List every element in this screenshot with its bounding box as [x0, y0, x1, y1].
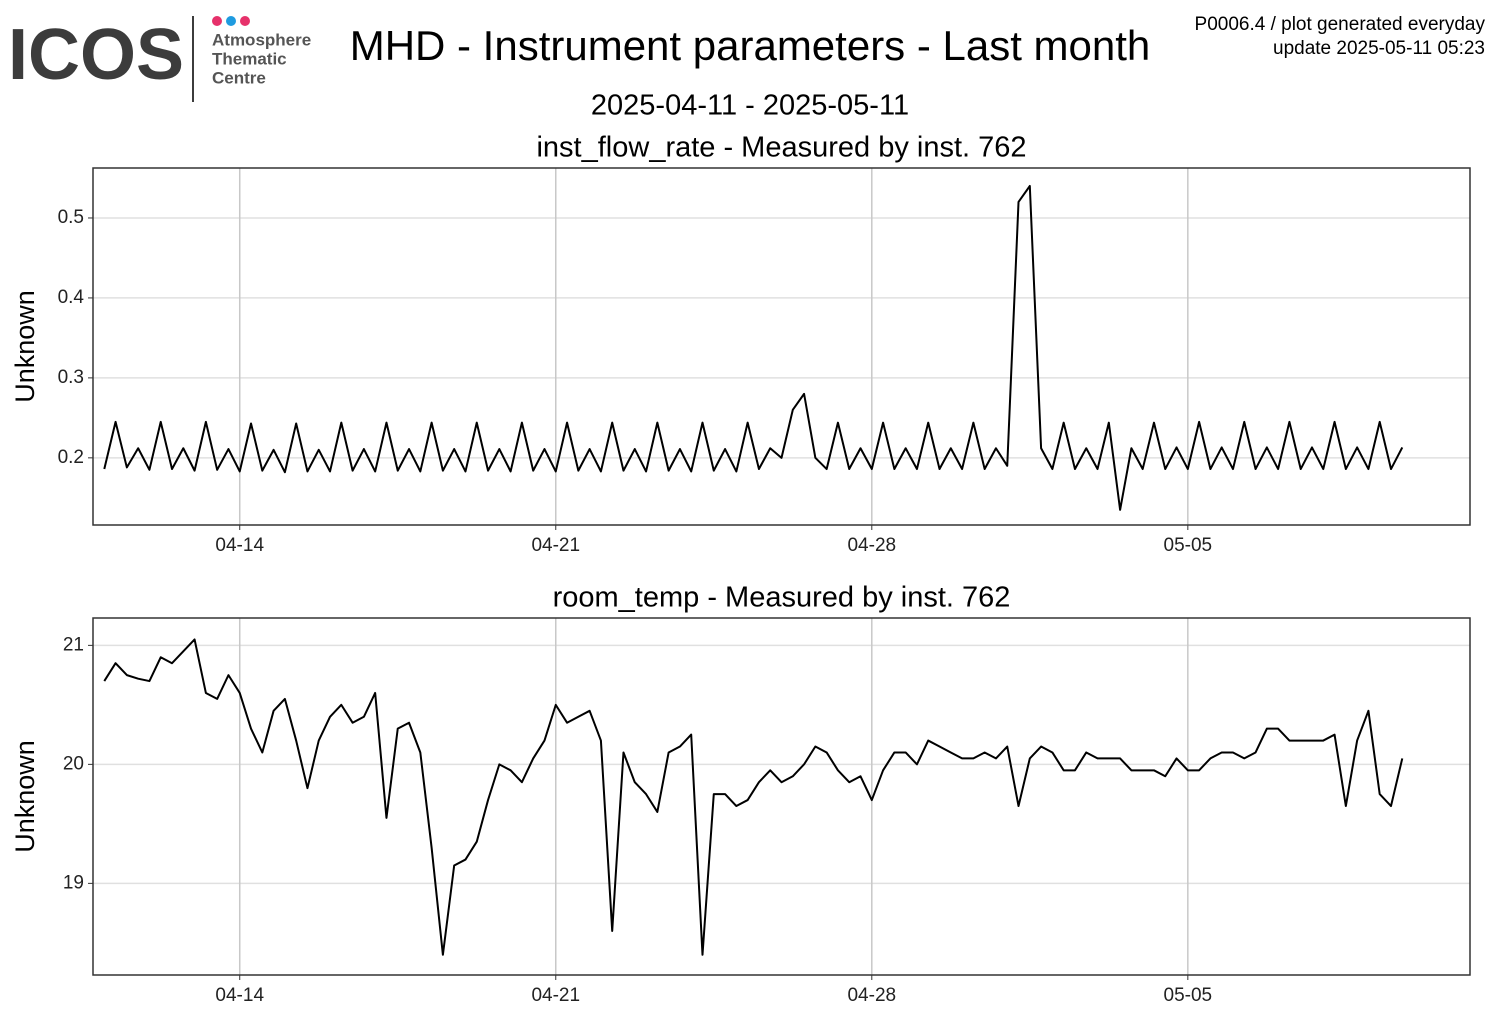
page-title: MHD - Instrument parameters - Last month	[350, 22, 1151, 69]
note: update 2025-05-11 05:23	[1273, 38, 1485, 59]
x-tick-label: 05-05	[1164, 985, 1213, 1006]
y-axis-label: Unknown	[10, 740, 40, 853]
y-tick-label: 19	[63, 872, 84, 893]
logo-line: Thematic	[212, 49, 287, 68]
plot-frame	[92, 617, 1471, 976]
chart-title: inst_flow_rate - Measured by inst. 762	[536, 132, 1026, 164]
y-tick-label: 21	[63, 634, 84, 655]
logo-dot	[212, 16, 222, 26]
x-tick-label: 04-14	[215, 535, 264, 556]
logo-dot	[226, 16, 236, 26]
x-tick-label: 04-14	[215, 985, 264, 1006]
y-tick-label: 0.4	[58, 287, 85, 308]
y-tick-label: 0.3	[58, 367, 84, 388]
page-subtitle: 2025-04-11 - 2025-05-11	[591, 90, 909, 122]
y-tick-label: 20	[63, 753, 84, 774]
data-line	[103, 184, 1404, 511]
data-line	[103, 638, 1404, 956]
y-axis-label: Unknown	[10, 290, 40, 403]
logo: ICOS	[8, 15, 184, 95]
plot-frame	[92, 167, 1471, 526]
logo-dot	[240, 16, 250, 26]
x-tick-label: 04-21	[531, 535, 580, 556]
x-tick-label: 05-05	[1164, 535, 1213, 556]
logo-line: Atmosphere	[212, 30, 311, 49]
chart-title: room_temp - Measured by inst. 762	[553, 582, 1011, 614]
y-tick-label: 0.5	[58, 207, 84, 228]
note: P0006.4 / plot generated everyday	[1195, 14, 1486, 35]
x-tick-label: 04-28	[847, 985, 896, 1006]
x-tick-label: 04-21	[531, 985, 580, 1006]
y-tick-label: 0.2	[58, 447, 84, 468]
logo-line: Centre	[212, 68, 266, 87]
x-tick-label: 04-28	[847, 535, 896, 556]
